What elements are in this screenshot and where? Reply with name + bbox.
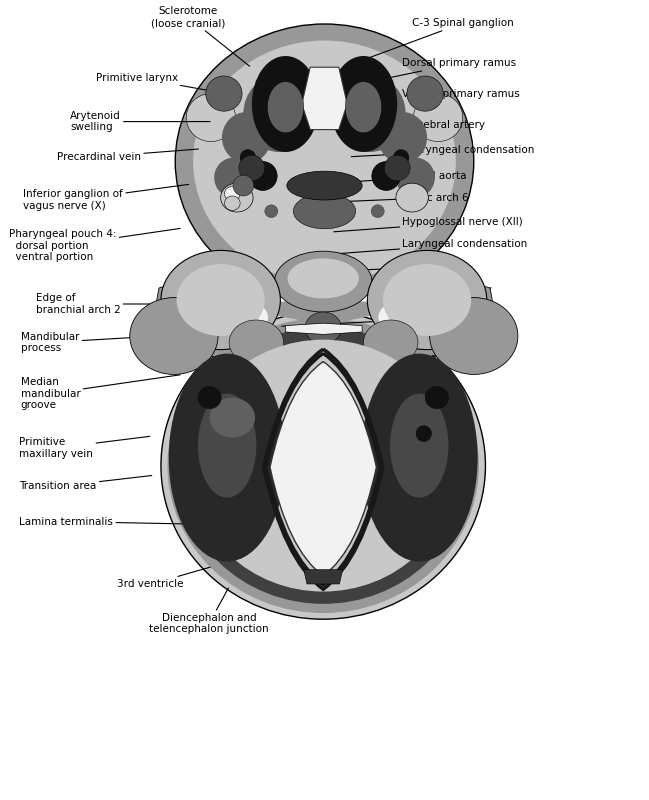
Ellipse shape xyxy=(198,386,221,409)
Polygon shape xyxy=(156,272,208,308)
Ellipse shape xyxy=(378,112,427,163)
Polygon shape xyxy=(247,302,402,322)
Ellipse shape xyxy=(361,354,478,562)
PathPatch shape xyxy=(270,362,376,576)
Text: Sclerotome
(loose cranial): Sclerotome (loose cranial) xyxy=(151,6,250,66)
Ellipse shape xyxy=(192,299,270,360)
Text: Precardinal vein: Precardinal vein xyxy=(57,149,199,162)
Ellipse shape xyxy=(177,264,265,336)
Ellipse shape xyxy=(384,155,410,181)
Ellipse shape xyxy=(305,312,341,344)
Ellipse shape xyxy=(186,94,236,142)
Ellipse shape xyxy=(396,183,428,212)
Ellipse shape xyxy=(267,82,304,133)
Text: Dorsal primary ramus: Dorsal primary ramus xyxy=(350,58,517,86)
Ellipse shape xyxy=(378,303,411,332)
Ellipse shape xyxy=(169,354,286,562)
Ellipse shape xyxy=(416,426,432,442)
Text: Dorsal aorta: Dorsal aorta xyxy=(347,171,467,182)
Ellipse shape xyxy=(407,76,443,111)
Text: Pharyngeal condensation: Pharyngeal condensation xyxy=(351,146,535,157)
Ellipse shape xyxy=(371,205,384,218)
Ellipse shape xyxy=(236,303,268,332)
Text: 3rd ventricle: 3rd ventricle xyxy=(117,567,210,589)
Ellipse shape xyxy=(372,162,400,190)
Ellipse shape xyxy=(233,175,254,196)
Ellipse shape xyxy=(249,162,277,190)
Text: Hypoglossal nerve (XII): Hypoglossal nerve (XII) xyxy=(334,218,523,232)
Ellipse shape xyxy=(275,251,372,312)
Text: Edge of
branchial arch 2: Edge of branchial arch 2 xyxy=(36,293,167,314)
Text: Lamina terminalis: Lamina terminalis xyxy=(19,517,187,526)
Polygon shape xyxy=(304,570,343,584)
Ellipse shape xyxy=(367,250,487,350)
Text: Vertebral artery: Vertebral artery xyxy=(348,120,485,138)
Text: Inferior ganglion of
vagus nerve (X): Inferior ganglion of vagus nerve (X) xyxy=(23,184,189,210)
Ellipse shape xyxy=(383,264,471,336)
Ellipse shape xyxy=(363,320,418,365)
Polygon shape xyxy=(286,323,362,334)
Text: Aortic arch 6: Aortic arch 6 xyxy=(345,193,469,202)
Ellipse shape xyxy=(190,340,456,591)
Text: Ventral primary ramus: Ventral primary ramus xyxy=(350,90,520,106)
Text: Primitive
maxillary vein: Primitive maxillary vein xyxy=(19,436,150,459)
Ellipse shape xyxy=(390,394,448,498)
Text: Arytenoid
swelling: Arytenoid swelling xyxy=(70,111,210,132)
Text: Maxillonasal
groove: Maxillonasal groove xyxy=(310,353,440,374)
Ellipse shape xyxy=(293,194,356,229)
Ellipse shape xyxy=(167,318,479,613)
Ellipse shape xyxy=(430,298,518,374)
Text: Laryngeal condensation: Laryngeal condensation xyxy=(331,239,528,254)
Ellipse shape xyxy=(239,155,265,181)
Ellipse shape xyxy=(413,94,463,142)
Text: Primitive larynx: Primitive larynx xyxy=(96,73,228,94)
Text: Edge of
cerebral
vesicle
(telencephalon): Edge of cerebral vesicle (telencephalon) xyxy=(321,443,464,488)
Ellipse shape xyxy=(177,327,469,604)
Text: Stomodeum: Stomodeum xyxy=(282,315,439,326)
Polygon shape xyxy=(441,272,493,308)
Ellipse shape xyxy=(287,171,362,200)
Ellipse shape xyxy=(330,56,397,152)
Text: Mandibular
process: Mandibular process xyxy=(21,331,156,354)
Ellipse shape xyxy=(396,158,435,198)
Text: Lateral nasal
elevation: Lateral nasal elevation xyxy=(310,379,443,402)
Ellipse shape xyxy=(334,75,406,152)
Text: Diencephalon: Diencephalon xyxy=(313,522,454,532)
Ellipse shape xyxy=(425,386,448,409)
Text: Median
mandibular
groove: Median mandibular groove xyxy=(21,374,180,410)
Ellipse shape xyxy=(265,205,278,218)
Ellipse shape xyxy=(210,398,255,438)
Ellipse shape xyxy=(225,186,240,201)
Ellipse shape xyxy=(198,394,256,498)
Ellipse shape xyxy=(240,150,256,166)
Ellipse shape xyxy=(376,299,454,360)
Text: C-3 Spinal ganglion: C-3 Spinal ganglion xyxy=(363,18,514,60)
Text: Middle cerebral
artery: Middle cerebral artery xyxy=(304,408,456,430)
Ellipse shape xyxy=(206,76,242,111)
Ellipse shape xyxy=(229,320,284,365)
Text: Aortic sac: Aortic sac xyxy=(313,262,454,272)
Ellipse shape xyxy=(130,298,218,374)
Ellipse shape xyxy=(252,56,319,152)
Text: Pharyngeal pouch 4:
  dorsal portion
  ventral portion: Pharyngeal pouch 4: dorsal portion ventr… xyxy=(9,229,180,262)
Ellipse shape xyxy=(161,312,485,619)
Ellipse shape xyxy=(393,150,409,166)
Polygon shape xyxy=(302,67,347,130)
Ellipse shape xyxy=(345,82,382,133)
Ellipse shape xyxy=(214,158,253,198)
Text: Transition area: Transition area xyxy=(19,475,152,491)
Ellipse shape xyxy=(225,196,240,210)
Text: Maxillary process: Maxillary process xyxy=(291,335,466,345)
Ellipse shape xyxy=(243,75,315,152)
Text: Pericardial cavity: Pericardial cavity xyxy=(314,285,492,294)
Ellipse shape xyxy=(175,24,474,299)
Ellipse shape xyxy=(222,112,271,163)
Ellipse shape xyxy=(193,41,456,282)
Text: Diencephalon and
telencephalon junction: Diencephalon and telencephalon junction xyxy=(149,588,269,634)
Ellipse shape xyxy=(161,250,280,350)
Ellipse shape xyxy=(221,183,253,212)
Ellipse shape xyxy=(288,258,359,298)
